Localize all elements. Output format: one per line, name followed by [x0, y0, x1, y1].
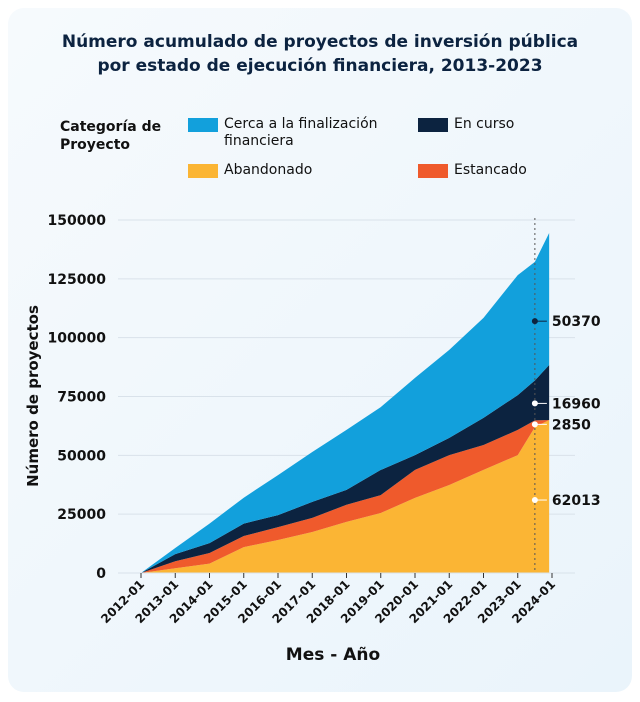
legend-label: Cerca a la finalización financiera: [224, 116, 378, 149]
area-cerca-a-la-finalizaci-n-financiera: [141, 232, 550, 573]
y-tick-label: 75000: [57, 390, 106, 406]
legend-swatch: [418, 118, 448, 132]
legend-swatch: [188, 118, 218, 132]
legend-swatch: [188, 164, 218, 178]
y-tick-label: 150000: [48, 213, 107, 229]
legend-item-abandonado: Abandonado: [188, 162, 312, 179]
title-line-1: Número acumulado de proyectos de inversi…: [61, 32, 579, 52]
annotation-label: 62013: [552, 493, 601, 509]
annotation-label: 50370: [552, 314, 601, 330]
legend-item-en-curso: En curso: [418, 116, 514, 133]
chart-title: Número acumulado de proyectos de inversi…: [0, 30, 640, 78]
y-tick-label: 100000: [48, 331, 107, 347]
area-estancado: [141, 420, 550, 573]
y-axis-label: Número de proyectos: [24, 305, 42, 487]
annotation-label: 2850: [552, 417, 591, 433]
y-tick-label: 25000: [57, 507, 106, 523]
legend-swatch: [418, 164, 448, 178]
y-tick-label: 0: [96, 566, 106, 582]
legend-label: En curso: [454, 116, 515, 132]
annotation-dot: [531, 421, 538, 428]
annotation-dot: [531, 318, 538, 325]
annotation-label: 16960: [552, 396, 601, 412]
legend-title: Categoría de Proyecto: [60, 119, 162, 153]
legend-item-cerca: Cerca a la finalización financiera: [188, 116, 408, 150]
x-axis-label: Mes - Año: [286, 645, 380, 665]
title-line-2: por estado de ejecución financiera, 2013…: [97, 56, 543, 76]
area-en-curso: [141, 364, 550, 573]
legend-item-estancado: Estancado: [418, 162, 527, 179]
y-tick-label: 50000: [57, 448, 106, 464]
y-tick-label: 125000: [48, 272, 107, 288]
legend-label: Estancado: [454, 162, 527, 178]
area-abandonado: [141, 420, 550, 573]
annotation-dot: [531, 497, 538, 504]
legend-label: Abandonado: [224, 162, 313, 178]
annotation-dot: [531, 400, 538, 407]
